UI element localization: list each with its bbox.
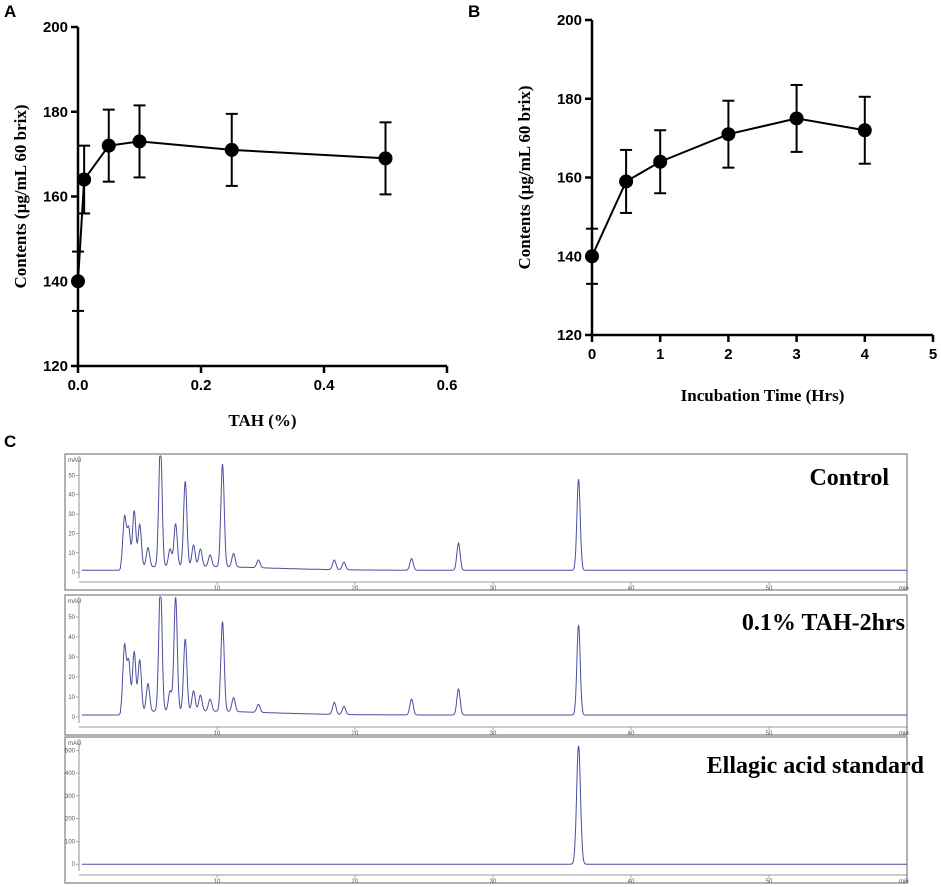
data-point (789, 111, 804, 126)
y-tick-label: 30 (68, 655, 75, 661)
chromatogram-trace (81, 596, 907, 716)
y-tick-label: 0 (72, 570, 76, 576)
y-tick-label: 160 (43, 189, 68, 206)
data-point (71, 274, 85, 289)
panel-letter-b: B (468, 2, 480, 21)
x-tick-label: 10 (214, 731, 221, 737)
y-tick-label: 120 (43, 358, 68, 375)
chromatogram-frame (64, 594, 908, 736)
x-tick-label: 0.2 (191, 377, 212, 394)
y-axis-title: Contents (µg/mL 60 brix) (11, 104, 30, 288)
x-tick-label: 3 (792, 346, 800, 363)
x-tick-label: 5 (929, 346, 937, 363)
x-tick-label: 0 (588, 346, 596, 363)
x-tick-label: 2 (724, 346, 732, 363)
y-tick-label: 20 (68, 531, 75, 537)
y-tick-label: 160 (557, 170, 582, 187)
chromatogram-1: mAU 0 10 20 30 40 50 10 20 30 40 50 min Control (64, 453, 909, 592)
y-tick-label: 100 (65, 839, 76, 845)
chromatogram-2: mAU 0 10 20 30 40 50 10 20 30 40 50 min 0.1% TAH-2hrs (64, 594, 909, 737)
chart-b: 120 140 160 180 200 0 1 2 3 4 5 Incubation Time (Hr… (515, 12, 937, 405)
x-tick-label: 4 (861, 346, 870, 363)
chart-a: 120 140 160 180 200 0.0 0.2 0.4 0.6 TAH (%) Conten… (11, 19, 457, 430)
x-tick-label: 50 (766, 731, 773, 737)
y-unit-label: mAU (68, 741, 81, 747)
y-tick-label: 0 (72, 862, 76, 868)
chromatogram-3: mAU 0 100 200 300 400 500 10 20 30 40 50 min Ellagic … (64, 736, 925, 885)
series-line (591, 117, 865, 257)
chromatogram-title: Control (809, 465, 889, 491)
data-point (857, 123, 872, 138)
y-unit-label: mAU (68, 458, 81, 464)
x-unit-label: min (899, 731, 909, 737)
chromatogram-frame (64, 736, 908, 884)
data-point (585, 249, 599, 264)
y-tick-label: 180 (557, 91, 582, 108)
y-tick-label: 180 (43, 104, 68, 121)
x-axis-title: Incubation Time (Hrs) (681, 386, 845, 405)
chromatogram-frame (64, 453, 908, 591)
y-tick-label: 120 (557, 327, 582, 344)
x-tick-label: 10 (214, 879, 221, 885)
y-unit-label: mAU (68, 599, 81, 605)
y-tick-label: 50 (68, 473, 75, 479)
y-tick-label: 140 (557, 248, 582, 265)
x-tick-label: 0.6 (437, 377, 458, 394)
data-point (101, 138, 116, 153)
x-tick-label: 10 (214, 586, 221, 592)
x-tick-label: 0.0 (68, 377, 89, 394)
x-tick-label: 40 (628, 731, 635, 737)
chromatogram-title: 0.1% TAH-2hrs (742, 610, 905, 636)
y-tick-label: 40 (68, 635, 75, 641)
x-tick-label: 0.4 (314, 377, 336, 394)
y-tick-label: 10 (68, 695, 75, 701)
y-tick-label: 500 (65, 748, 76, 754)
panel-letter-a: A (4, 2, 16, 21)
x-tick-label: 20 (352, 586, 359, 592)
x-unit-label: min (899, 586, 909, 592)
y-tick-label: 400 (65, 771, 76, 777)
x-tick-label: 30 (490, 586, 497, 592)
y-tick-label: 50 (68, 615, 75, 621)
chromatogram-title: Ellagic acid standard (707, 753, 925, 779)
x-tick-label: 40 (628, 586, 635, 592)
y-axis-title: Contents (µg/mL 60 brix) (515, 85, 534, 269)
y-tick-label: 200 (557, 12, 582, 29)
chart-c: mAU 0 10 20 30 40 50 10 20 30 40 50 min Control mAU 0 10… (64, 453, 925, 885)
x-tick-label: 30 (490, 879, 497, 885)
data-point (378, 151, 393, 166)
data-point (77, 172, 92, 187)
x-tick-label: 50 (766, 586, 773, 592)
x-tick-label: 40 (628, 879, 635, 885)
y-tick-label: 200 (43, 19, 68, 36)
data-point (619, 174, 634, 189)
series-line (77, 140, 386, 282)
data-point (721, 127, 736, 142)
y-tick-label: 30 (68, 512, 75, 518)
x-tick-label: 20 (352, 731, 359, 737)
data-point (224, 142, 239, 157)
y-tick-label: 200 (65, 817, 76, 823)
y-tick-label: 20 (68, 675, 75, 681)
data-point (132, 134, 147, 149)
x-tick-label: 1 (656, 346, 664, 363)
chromatogram-trace (81, 455, 907, 571)
x-axis-title: TAH (%) (228, 411, 296, 430)
x-tick-label: 20 (352, 879, 359, 885)
y-tick-label: 140 (43, 273, 68, 290)
y-tick-label: 10 (68, 551, 75, 557)
x-tick-label: 50 (766, 879, 773, 885)
y-tick-label: 0 (72, 715, 76, 721)
y-tick-label: 40 (68, 493, 75, 499)
panel-letter-c: C (4, 432, 16, 451)
x-unit-label: min (899, 879, 909, 885)
chromatogram-trace (81, 745, 907, 865)
x-tick-label: 30 (490, 731, 497, 737)
data-point (653, 154, 668, 169)
y-tick-label: 300 (65, 794, 76, 800)
